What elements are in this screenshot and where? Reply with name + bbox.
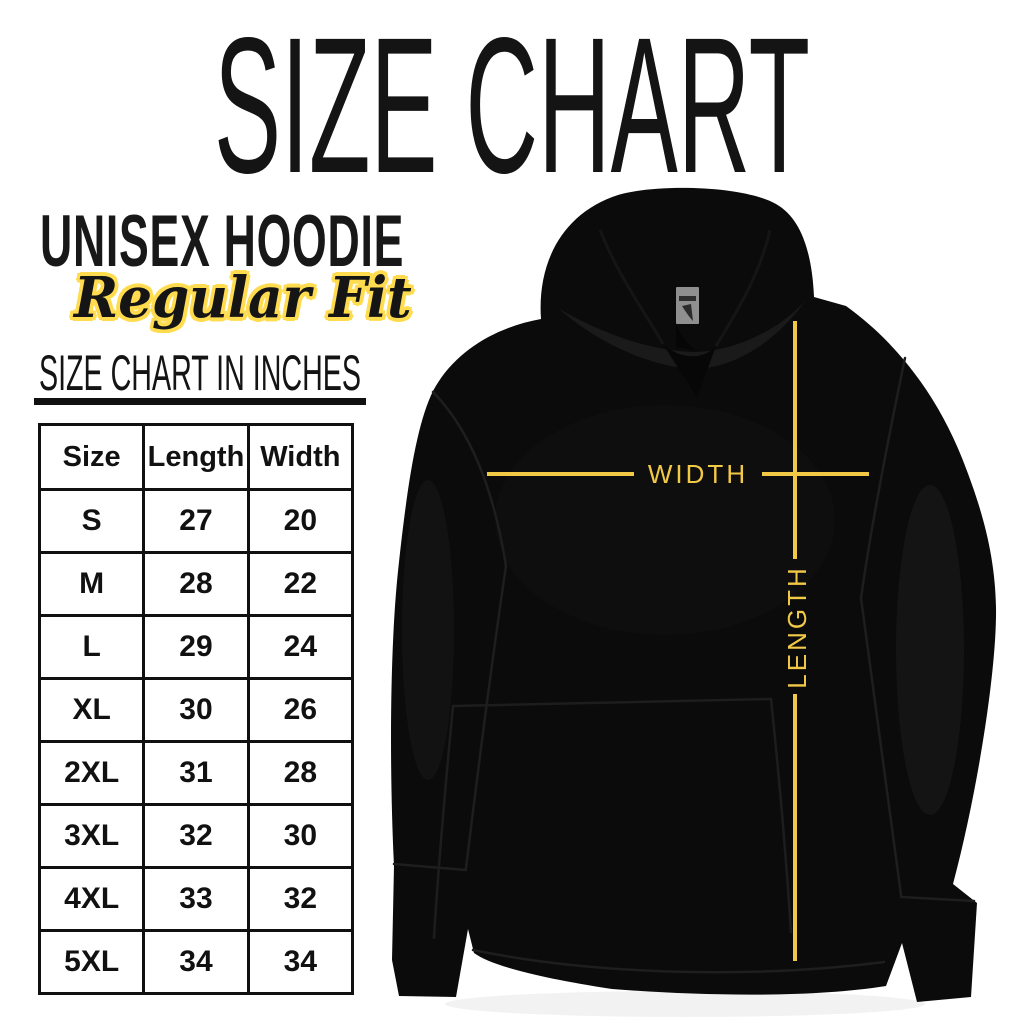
hood-opening bbox=[558, 300, 806, 369]
hood-crease bbox=[598, 229, 665, 345]
sleeve-highlight bbox=[896, 485, 964, 815]
width-label: WIDTH bbox=[648, 459, 748, 489]
chest-highlight bbox=[495, 405, 835, 635]
table-row: M 28 22 bbox=[37, 551, 355, 617]
table-row: 5XL 34 34 bbox=[37, 929, 355, 995]
brand-tag bbox=[676, 287, 699, 351]
table-cell: 34 bbox=[142, 929, 250, 995]
table-cell: XL bbox=[37, 677, 146, 743]
table-row: 2XL 31 28 bbox=[37, 740, 355, 806]
hoodie-shadow bbox=[445, 991, 925, 1017]
table-cell: 3XL bbox=[37, 803, 146, 869]
table-cell: 29 bbox=[142, 614, 250, 680]
table-cell: 4XL bbox=[37, 866, 146, 932]
table-row: L 29 24 bbox=[37, 614, 355, 680]
table-cell: 28 bbox=[246, 740, 355, 806]
table-cell: 32 bbox=[142, 803, 250, 869]
hood-crease bbox=[714, 229, 772, 347]
table-heading: SIZE CHART IN INCHES bbox=[39, 352, 361, 402]
table-cell: 2XL bbox=[37, 740, 146, 806]
size-table: Size Length Width S 27 20 M 28 22 L bbox=[37, 423, 355, 995]
table-cell: 30 bbox=[142, 677, 250, 743]
table-cell: 5XL bbox=[37, 929, 146, 995]
hoodie-photo: WIDTH LENGTH bbox=[391, 187, 997, 1017]
table-row: 3XL 32 30 bbox=[37, 803, 355, 869]
table-header-cell: Size bbox=[37, 423, 146, 491]
table-cell: 24 bbox=[246, 614, 355, 680]
pocket-outline bbox=[432, 697, 793, 940]
table-row: S 27 20 bbox=[37, 488, 355, 554]
fit-label: Regular Fit bbox=[74, 265, 412, 331]
page-title-graphic: SIZE CHART bbox=[214, 28, 810, 180]
table-cell: L bbox=[37, 614, 146, 680]
size-table-grid: Size Length Width S 27 20 M 28 22 L bbox=[37, 423, 355, 995]
measurement-lines bbox=[487, 321, 869, 961]
table-cell: S bbox=[37, 488, 146, 554]
table-heading-graphic: SIZE CHART IN INCHES bbox=[34, 352, 366, 405]
table-header-cell: Length bbox=[142, 423, 250, 491]
table-cell: 31 bbox=[142, 740, 250, 806]
table-header-cell: Width bbox=[246, 423, 355, 491]
table-cell: 27 bbox=[142, 488, 250, 554]
heading-underline bbox=[34, 398, 366, 405]
table-cell: M bbox=[37, 551, 146, 617]
table-cell: 32 bbox=[246, 866, 355, 932]
sleeve-highlight bbox=[402, 480, 454, 780]
table-cell: 30 bbox=[246, 803, 355, 869]
table-row: 4XL 33 32 bbox=[37, 866, 355, 932]
page-title: SIZE CHART bbox=[214, 28, 810, 180]
table-cell: 22 bbox=[246, 551, 355, 617]
table-cell: 33 bbox=[142, 866, 250, 932]
table-cell: 28 bbox=[142, 551, 250, 617]
seam-lines bbox=[392, 356, 976, 974]
product-name: UNISEX HOODIE bbox=[40, 201, 405, 283]
table-cell: 26 bbox=[246, 677, 355, 743]
table-cell: 34 bbox=[246, 929, 355, 995]
table-row: XL 30 26 bbox=[37, 677, 355, 743]
table-cell: 20 bbox=[246, 488, 355, 554]
hood-fold-shadow bbox=[663, 344, 716, 398]
length-label: LENGTH bbox=[782, 565, 812, 688]
table-header-row: Size Length Width bbox=[37, 423, 355, 491]
